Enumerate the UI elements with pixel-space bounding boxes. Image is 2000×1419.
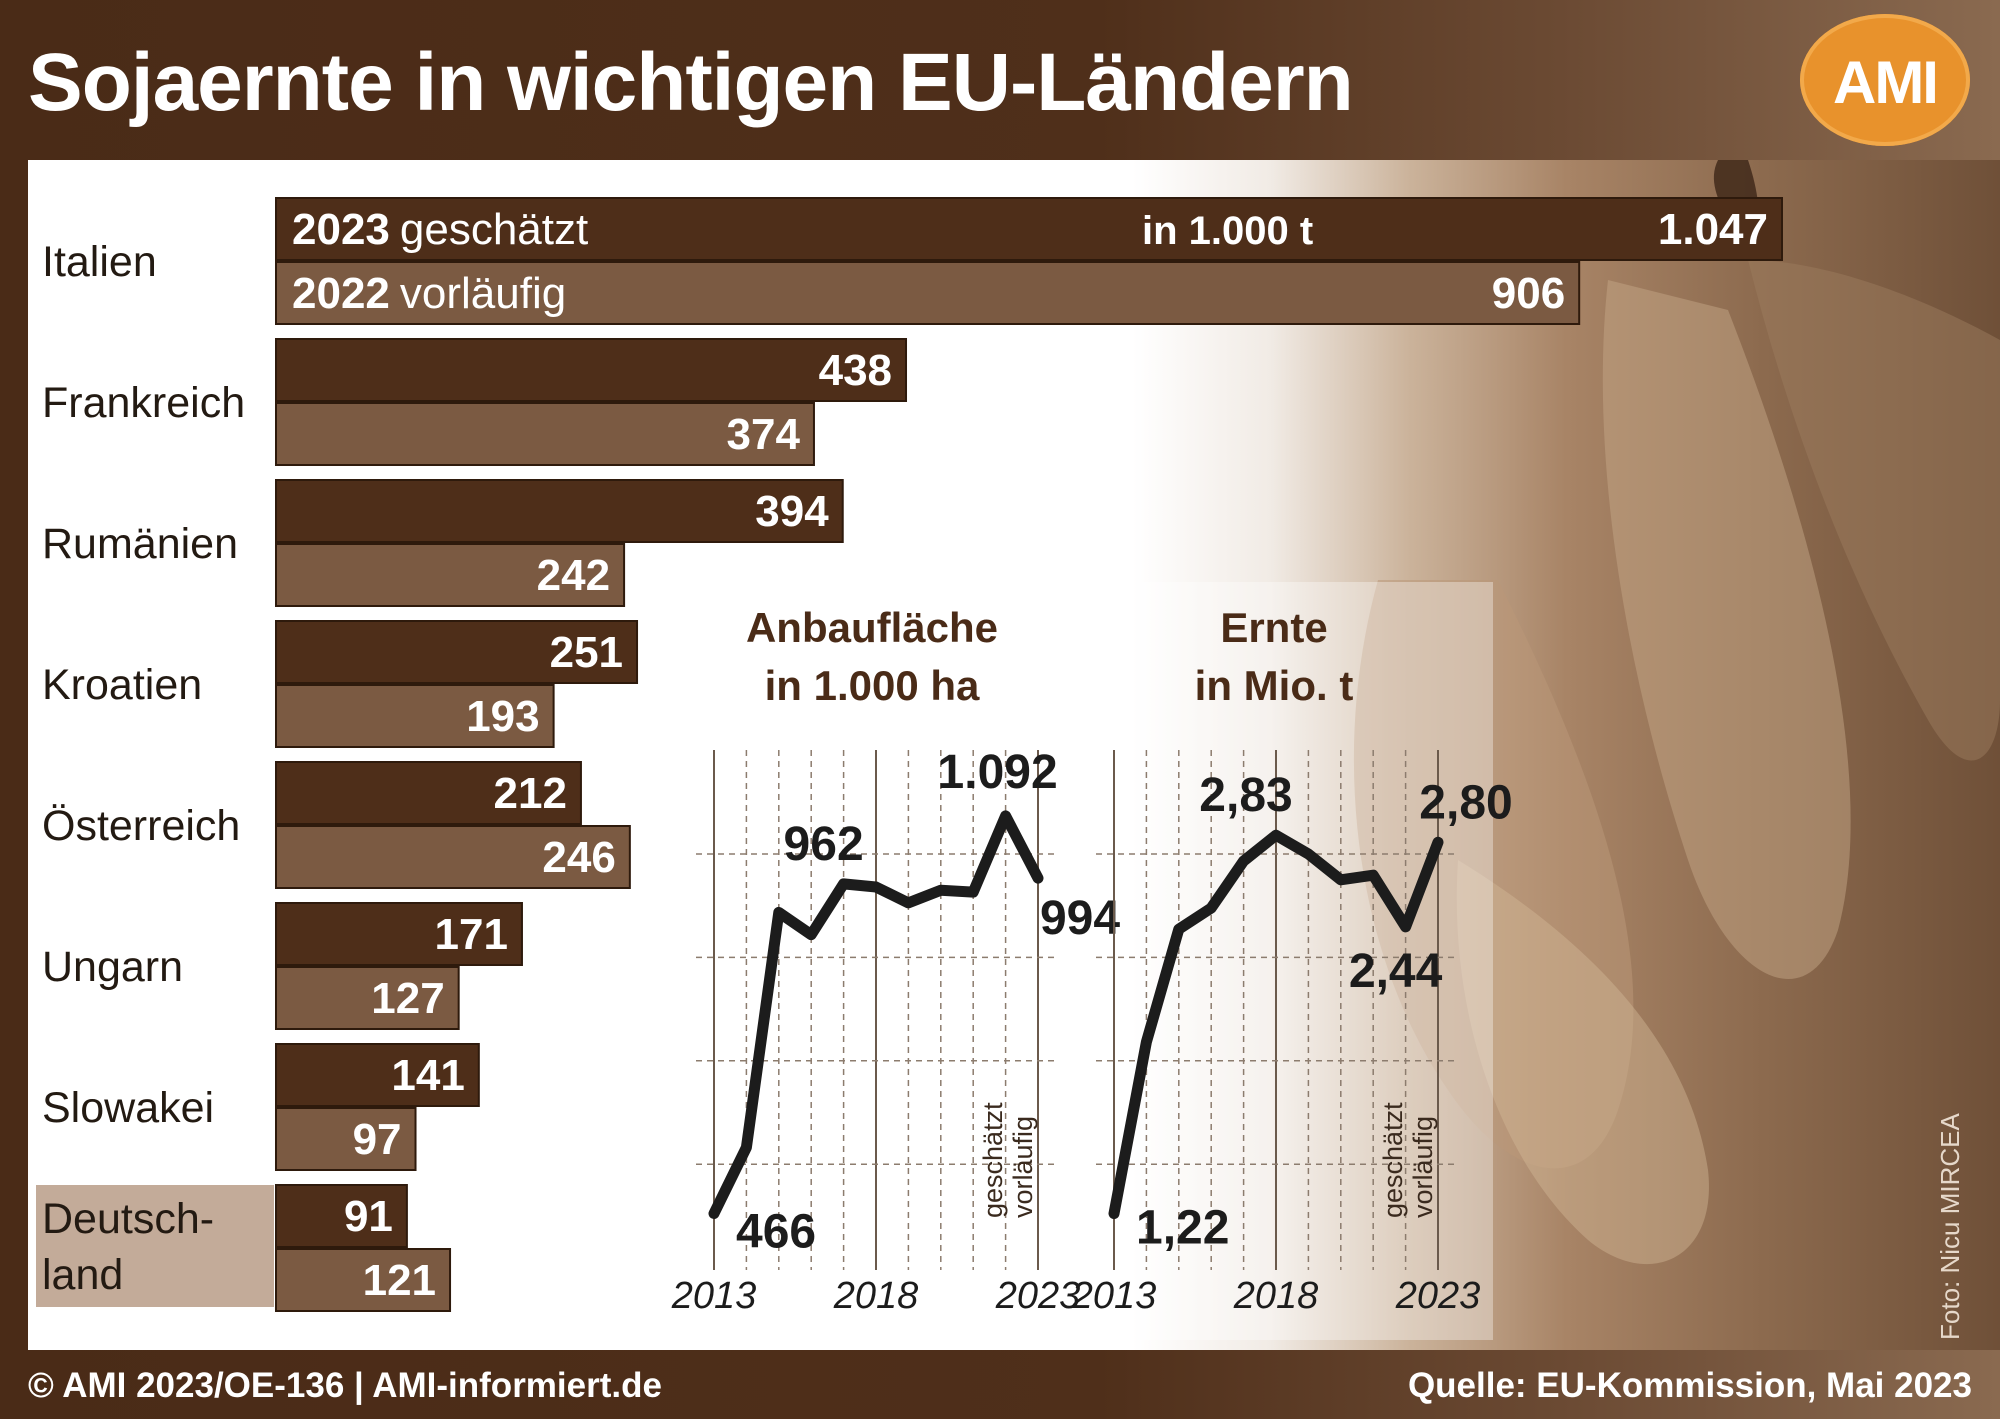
line-chart-ernte: Ernte in Mio. t 1,22 2,83 2,44 2,80 2013 2018 20… (1071, 604, 1513, 1317)
vertical-note: geschätzt (978, 1102, 1008, 1218)
series-status: geschätzt (400, 205, 588, 254)
category-label-line: Italien (42, 238, 157, 286)
category-label-5: Ungarn (42, 943, 183, 991)
category-label-4: Österreich (42, 802, 240, 850)
bar-value-label: 141 (391, 1051, 464, 1100)
bar-value-label: 906 (1492, 269, 1565, 318)
bar-0-2 (275, 479, 844, 543)
bar-1-5 (275, 966, 460, 1030)
series-line (708, 810, 1044, 1219)
category-label-1: Frankreich (42, 379, 245, 427)
bar-value-label: 394 (755, 487, 829, 536)
bar-0-6 (275, 1043, 480, 1107)
point-label: 2,80 (1419, 776, 1512, 829)
point-label: 2,83 (1199, 769, 1292, 822)
category-label-line: Deutsch- (42, 1195, 214, 1243)
x-tick-label: 2023 (1395, 1275, 1481, 1317)
bar-0-3 (275, 620, 639, 684)
series-year: 2023 (292, 205, 390, 254)
x-tick-label: 2013 (1071, 1275, 1157, 1317)
ami-logo: AMI (1800, 14, 1970, 146)
page-title: Sojaernte in wichtigen EU-Ländern (28, 37, 1354, 128)
x-tick-label: 2018 (833, 1275, 919, 1317)
bar-value-label: 193 (466, 692, 539, 741)
footer-source: Quelle: EU-Kommission, Mai 2023 (1407, 1366, 1972, 1405)
point-label: 466 (736, 1205, 816, 1258)
bar-value-label: 127 (371, 974, 444, 1023)
highlight-box-germany (36, 1185, 274, 1307)
bar-1-1 (275, 402, 815, 466)
point-label: 994 (1040, 892, 1120, 945)
bar-1-3 (275, 684, 555, 748)
category-label-0: Italien (42, 238, 157, 286)
bar-1-2 (275, 543, 626, 607)
point-label: 2,44 (1349, 945, 1443, 998)
category-label-line: Rumänien (42, 520, 238, 568)
footer-copyright: © AMI 2023/OE-136 | AMI-informiert.de (28, 1366, 662, 1405)
category-label-line: Ungarn (42, 943, 183, 991)
logo-text: AMI (1833, 49, 1939, 116)
x-tick-label: 2023 (995, 1275, 1081, 1317)
line-chart-anbauflaeche: Anbaufläche in 1.000 ha 466 962 1.092 994 2013… (671, 604, 1121, 1317)
bar-value-label: 212 (494, 769, 567, 818)
bar-value-label: 438 (819, 346, 892, 395)
bar-0-0 (275, 197, 1783, 261)
bar-value-label: 374 (727, 410, 801, 459)
bar-1-7 (275, 1248, 452, 1312)
bar-value-label: 97 (353, 1115, 402, 1164)
bar-value-label: 251 (550, 628, 623, 677)
photo-credit: Foto: Nicu MIRCEA (1935, 1113, 1965, 1340)
bar-value-label: 246 (542, 833, 615, 882)
vertical-note: vorläufig (1408, 1116, 1438, 1218)
category-label-6: Slowakei (42, 1084, 214, 1132)
point-label: 1,22 (1136, 1202, 1229, 1255)
mini-chart-title-line: Anbaufläche (746, 604, 998, 651)
vertical-note: geschätzt (1378, 1102, 1408, 1218)
point-label: 962 (784, 818, 864, 871)
category-label-3: Kroatien (42, 661, 202, 709)
mini-chart-title-line: in 1.000 ha (765, 662, 980, 709)
bar-1-4 (275, 825, 631, 889)
vertical-note: vorläufig (1008, 1116, 1038, 1218)
series-year: 2022 (292, 269, 390, 318)
category-label-line: Frankreich (42, 379, 245, 427)
unit-label: in 1.000 t (1142, 209, 1313, 253)
bar-0-4 (275, 761, 582, 825)
bar-value-label: 242 (537, 551, 610, 600)
category-label-line: Slowakei (42, 1084, 214, 1132)
category-label-2: Rumänien (42, 520, 238, 568)
soybean-photo-shading (1353, 160, 2000, 1265)
mini-charts-backdrop (685, 582, 1493, 1340)
bar-value-label: 91 (344, 1192, 393, 1241)
bar-value-label: 171 (435, 910, 508, 959)
bar-value-label: 121 (363, 1256, 436, 1305)
mini-chart-title-line: Ernte (1220, 604, 1327, 651)
bar-value-label: 1.047 (1658, 205, 1768, 254)
bar-0-7 (275, 1184, 408, 1248)
series-label-0: 2023 geschätzt (292, 205, 588, 254)
bar-1-6 (275, 1107, 417, 1171)
category-label-line: Kroatien (42, 661, 202, 709)
series-line (1108, 829, 1444, 1220)
bar-1-0 (275, 261, 1581, 325)
category-label-line: Österreich (42, 802, 240, 850)
bar-0-5 (275, 902, 523, 966)
x-tick-label: 2013 (671, 1275, 757, 1317)
bar-0-1 (275, 338, 908, 402)
point-label: 1.092 (938, 746, 1058, 799)
series-label-1: 2022 vorläufig (292, 269, 566, 318)
series-status: vorläufig (400, 269, 566, 318)
x-tick-label: 2018 (1233, 1275, 1319, 1317)
category-label-line: land (42, 1251, 123, 1299)
category-label-7: Deutsch-land (42, 1195, 214, 1299)
mini-chart-title-line: in Mio. t (1195, 662, 1354, 709)
